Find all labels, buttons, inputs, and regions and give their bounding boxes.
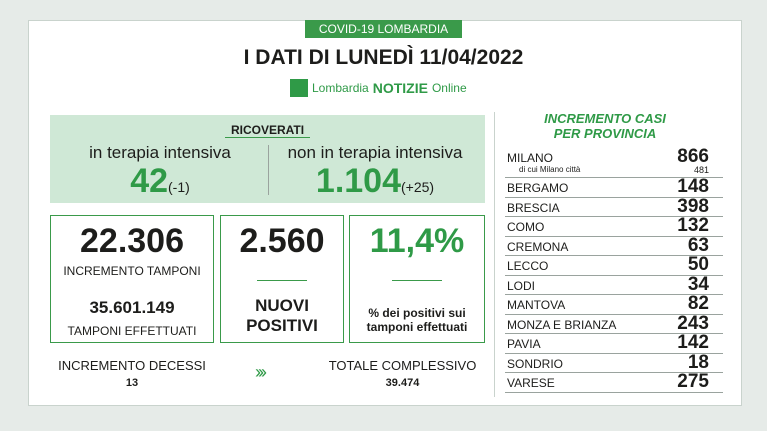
label: NUOVI POSITIVI bbox=[246, 296, 318, 335]
province-row: MONZA E BRIANZA 243 bbox=[505, 312, 723, 334]
divider bbox=[257, 280, 307, 281]
province-row: LODI 34 bbox=[505, 273, 723, 295]
province-list: MILANO 866 di cui Milano città 481 BERGAMO 14… bbox=[505, 146, 723, 397]
positivi-box bbox=[220, 215, 344, 343]
delta: (-1) bbox=[168, 179, 190, 195]
province-value: 243 bbox=[677, 312, 709, 334]
province-value: 63 bbox=[687, 234, 709, 256]
province-value: 866 bbox=[677, 146, 709, 167]
value: 1.104(+25) bbox=[275, 162, 475, 201]
province-name: MONZA E BRIANZA bbox=[507, 317, 617, 332]
arrows: ››› bbox=[255, 362, 267, 382]
divider bbox=[494, 112, 495, 397]
label: in terapia intensiva bbox=[89, 143, 231, 162]
province-value: 34 bbox=[687, 273, 709, 295]
province-value: 82 bbox=[687, 293, 709, 314]
percentuale-box bbox=[349, 215, 485, 343]
ricoverati-panel bbox=[50, 115, 485, 203]
logo: Lombardia NOTIZIE Online bbox=[290, 78, 467, 98]
label: non in terapia intensiva bbox=[287, 143, 463, 162]
province-name: COMO bbox=[507, 220, 545, 234]
province-name: VARESE bbox=[507, 376, 555, 390]
province-name: LODI bbox=[507, 278, 536, 293]
province-row: LECCO 50 bbox=[505, 254, 723, 276]
province-name: PAVIA bbox=[507, 337, 541, 351]
province-row: CREMONA 63 bbox=[505, 234, 723, 256]
logo-suffix: Online bbox=[431, 81, 467, 95]
province-name: MILANO bbox=[507, 151, 554, 165]
value: 1.104 bbox=[315, 162, 401, 200]
tab: COVID-19 LOMBARDIA bbox=[305, 20, 462, 38]
logo-icon bbox=[290, 79, 308, 97]
delta: (+25) bbox=[401, 179, 435, 195]
note: di cui Milano città bbox=[519, 165, 581, 174]
province-name: SONDRIO bbox=[507, 356, 564, 371]
label: % dei positivi sui tamponi effettuati bbox=[366, 306, 468, 334]
value: 13 bbox=[125, 377, 139, 389]
value: 22.306 bbox=[80, 222, 184, 260]
province-row: SONDRIO 18 bbox=[505, 351, 723, 373]
card bbox=[28, 20, 742, 406]
province-name: CREMONA bbox=[507, 239, 569, 254]
divider bbox=[392, 280, 442, 281]
province-row: MILANO 866 di cui Milano città 481 bbox=[505, 146, 723, 178]
label: INCREMENTO TAMPONI bbox=[63, 264, 201, 278]
label: TOTALE COMPLESSIVO bbox=[328, 358, 477, 373]
province-value: 275 bbox=[677, 371, 709, 392]
province-name: BERGAMO bbox=[507, 181, 569, 195]
province-value: 148 bbox=[677, 176, 709, 197]
province-row: COMO 132 bbox=[505, 215, 723, 237]
province-row: BRESCIA 398 bbox=[505, 195, 723, 217]
province-value: 142 bbox=[677, 332, 709, 353]
province-row: BERGAMO 148 bbox=[505, 176, 723, 198]
label: RICOVERATI bbox=[224, 123, 311, 138]
divider bbox=[268, 145, 269, 195]
province-row: MANTOVA 82 bbox=[505, 293, 723, 315]
province-row: PAVIA 142 bbox=[505, 332, 723, 354]
value: 11,4% bbox=[369, 222, 465, 260]
province-title: INCREMENTO CASI PER PROVINCIA bbox=[544, 111, 666, 141]
label: TAMPONI EFFETTUATI bbox=[67, 324, 197, 338]
label: INCREMENTO DECESSI bbox=[58, 358, 206, 373]
logo-brand: Lombardia bbox=[312, 81, 369, 95]
province-value: 18 bbox=[687, 351, 709, 373]
logo-name: NOTIZIE bbox=[372, 80, 428, 96]
ricoverati-label: RICOVERATI bbox=[150, 123, 385, 138]
province-value: 398 bbox=[677, 195, 709, 217]
value: 39.474 bbox=[385, 377, 420, 389]
title: I DATI DI LUNEDÌ 11/04/2022 bbox=[243, 46, 524, 69]
value: 42 bbox=[130, 162, 169, 200]
province-value: 50 bbox=[687, 254, 709, 275]
tamponi-box bbox=[50, 215, 214, 343]
province-name: MANTOVA bbox=[507, 298, 566, 312]
note-value: 481 bbox=[693, 165, 709, 175]
value: 35.601.149 bbox=[89, 298, 175, 317]
province-name: LECCO bbox=[507, 259, 549, 273]
province-row: VARESE 275 bbox=[505, 371, 723, 393]
value: 42(-1) bbox=[60, 162, 260, 201]
value: 2.560 bbox=[239, 222, 325, 260]
province-name: BRESCIA bbox=[507, 200, 560, 215]
province-value: 132 bbox=[677, 215, 709, 236]
